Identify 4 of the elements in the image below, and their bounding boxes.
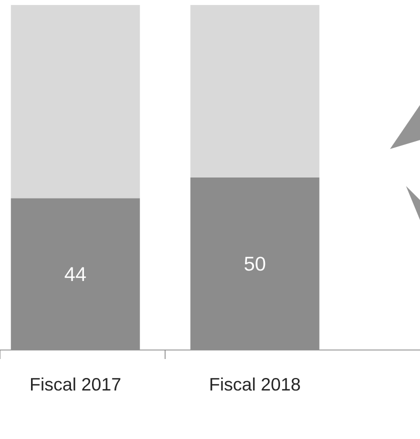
- data-label: 50: [244, 256, 266, 271]
- x-tick-label: Fiscal 2017: [31, 378, 120, 391]
- data-label: 44: [64, 267, 86, 281]
- x-tick-label: Fiscal 2018: [210, 378, 300, 391]
